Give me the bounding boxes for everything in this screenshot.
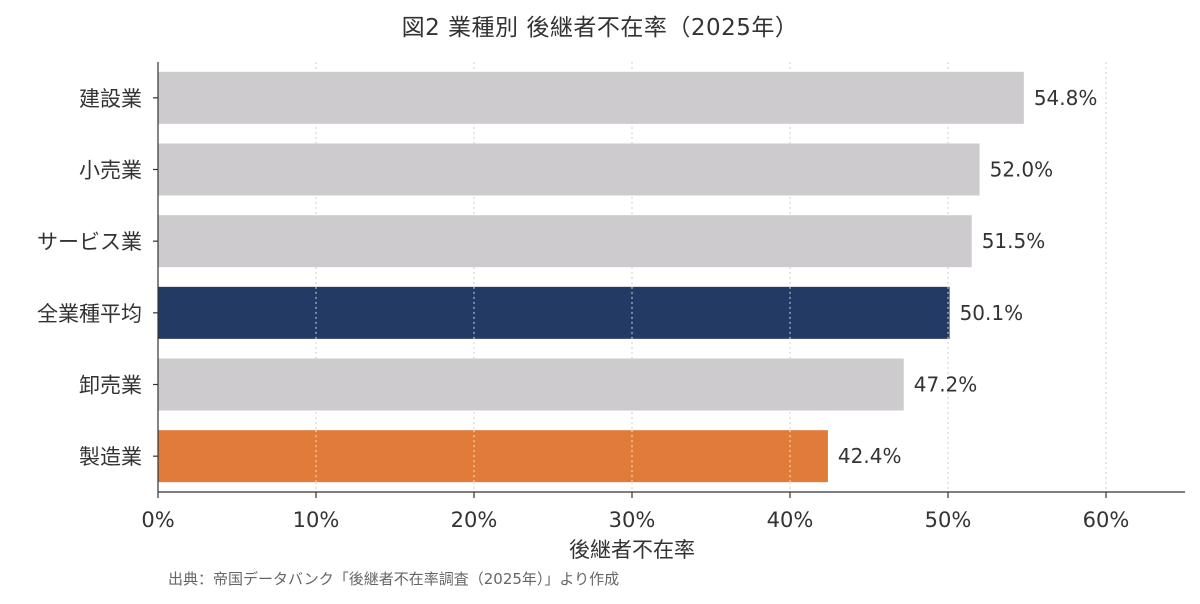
bar <box>158 215 972 268</box>
category-label: 小売業 <box>79 159 142 183</box>
bar <box>158 358 904 411</box>
bar <box>158 430 828 483</box>
category-label: 建設業 <box>79 87 142 111</box>
data-label: 42.4% <box>838 444 902 468</box>
x-tick-label: 20% <box>451 508 498 532</box>
grid-overlay <box>315 286 949 483</box>
data-label: 47.2% <box>914 373 978 397</box>
bar <box>158 71 1024 124</box>
category-label: 製造業 <box>79 445 142 469</box>
data-label: 50.1% <box>960 301 1024 325</box>
labels: 54.8% 建設業 52.0% 小売業 51.5% サービス業 50.1% 全業種平均 47.2… <box>37 86 1129 532</box>
data-label: 54.8% <box>1034 86 1098 110</box>
chart-title: 図2 業種別 後継者不在率（2025年） <box>401 15 799 41</box>
data-label: 52.0% <box>990 158 1054 182</box>
x-tick-label: 0% <box>141 508 174 532</box>
bar <box>158 286 950 339</box>
data-label: 51.5% <box>982 229 1046 253</box>
category-label: サービス業 <box>37 230 142 254</box>
category-label: 全業種平均 <box>37 302 142 326</box>
grid-lines <box>315 62 1107 492</box>
x-tick-label: 40% <box>767 508 814 532</box>
x-tick-label: 60% <box>1083 508 1130 532</box>
x-tick-label: 30% <box>609 508 656 532</box>
x-tick-label: 50% <box>925 508 972 532</box>
axes <box>153 62 1185 498</box>
bar <box>158 143 980 196</box>
source-note: 出典：帝国データバンク「後継者不在率調査（2025年）」より作成 <box>168 570 620 588</box>
x-tick-label: 10% <box>293 508 340 532</box>
x-axis-title: 後継者不在率 <box>569 538 695 562</box>
category-label: 卸売業 <box>79 374 142 398</box>
bars <box>158 71 1024 483</box>
